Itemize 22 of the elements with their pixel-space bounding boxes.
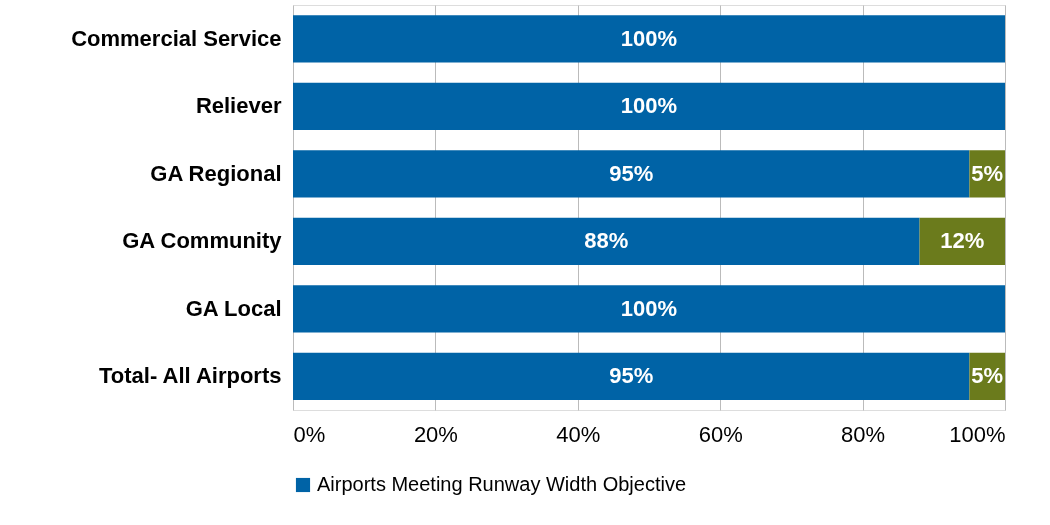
y-tick-label: Reliever: [195, 93, 282, 119]
x-tick-label: 80%: [841, 421, 886, 447]
x-tick-label: 0%: [293, 421, 326, 447]
y-tick-label: GA Regional: [150, 160, 282, 186]
y-tick-label: GA Community: [122, 228, 283, 254]
data-label: 95%: [609, 160, 654, 186]
x-tick-label: 40%: [556, 421, 601, 447]
data-label: 100%: [620, 295, 678, 321]
data-label: 5%: [971, 363, 1004, 389]
data-label: 95%: [609, 363, 654, 389]
data-label: 88%: [584, 228, 629, 254]
legend-label: Airports Meeting Runway Width Objective: [317, 473, 687, 495]
data-label: 12%: [940, 228, 985, 254]
x-tick-label: 100%: [949, 421, 1006, 447]
data-label: 100%: [620, 93, 678, 119]
x-tick-label: 60%: [698, 421, 743, 447]
data-label: 100%: [620, 25, 678, 51]
y-tick-label: Total- All Airports: [98, 363, 282, 389]
y-tick-label: GA Local: [185, 295, 282, 321]
y-tick-label: Commercial Service: [71, 25, 282, 51]
data-label: 5%: [971, 160, 1004, 186]
x-tick-label: 20%: [413, 421, 458, 447]
